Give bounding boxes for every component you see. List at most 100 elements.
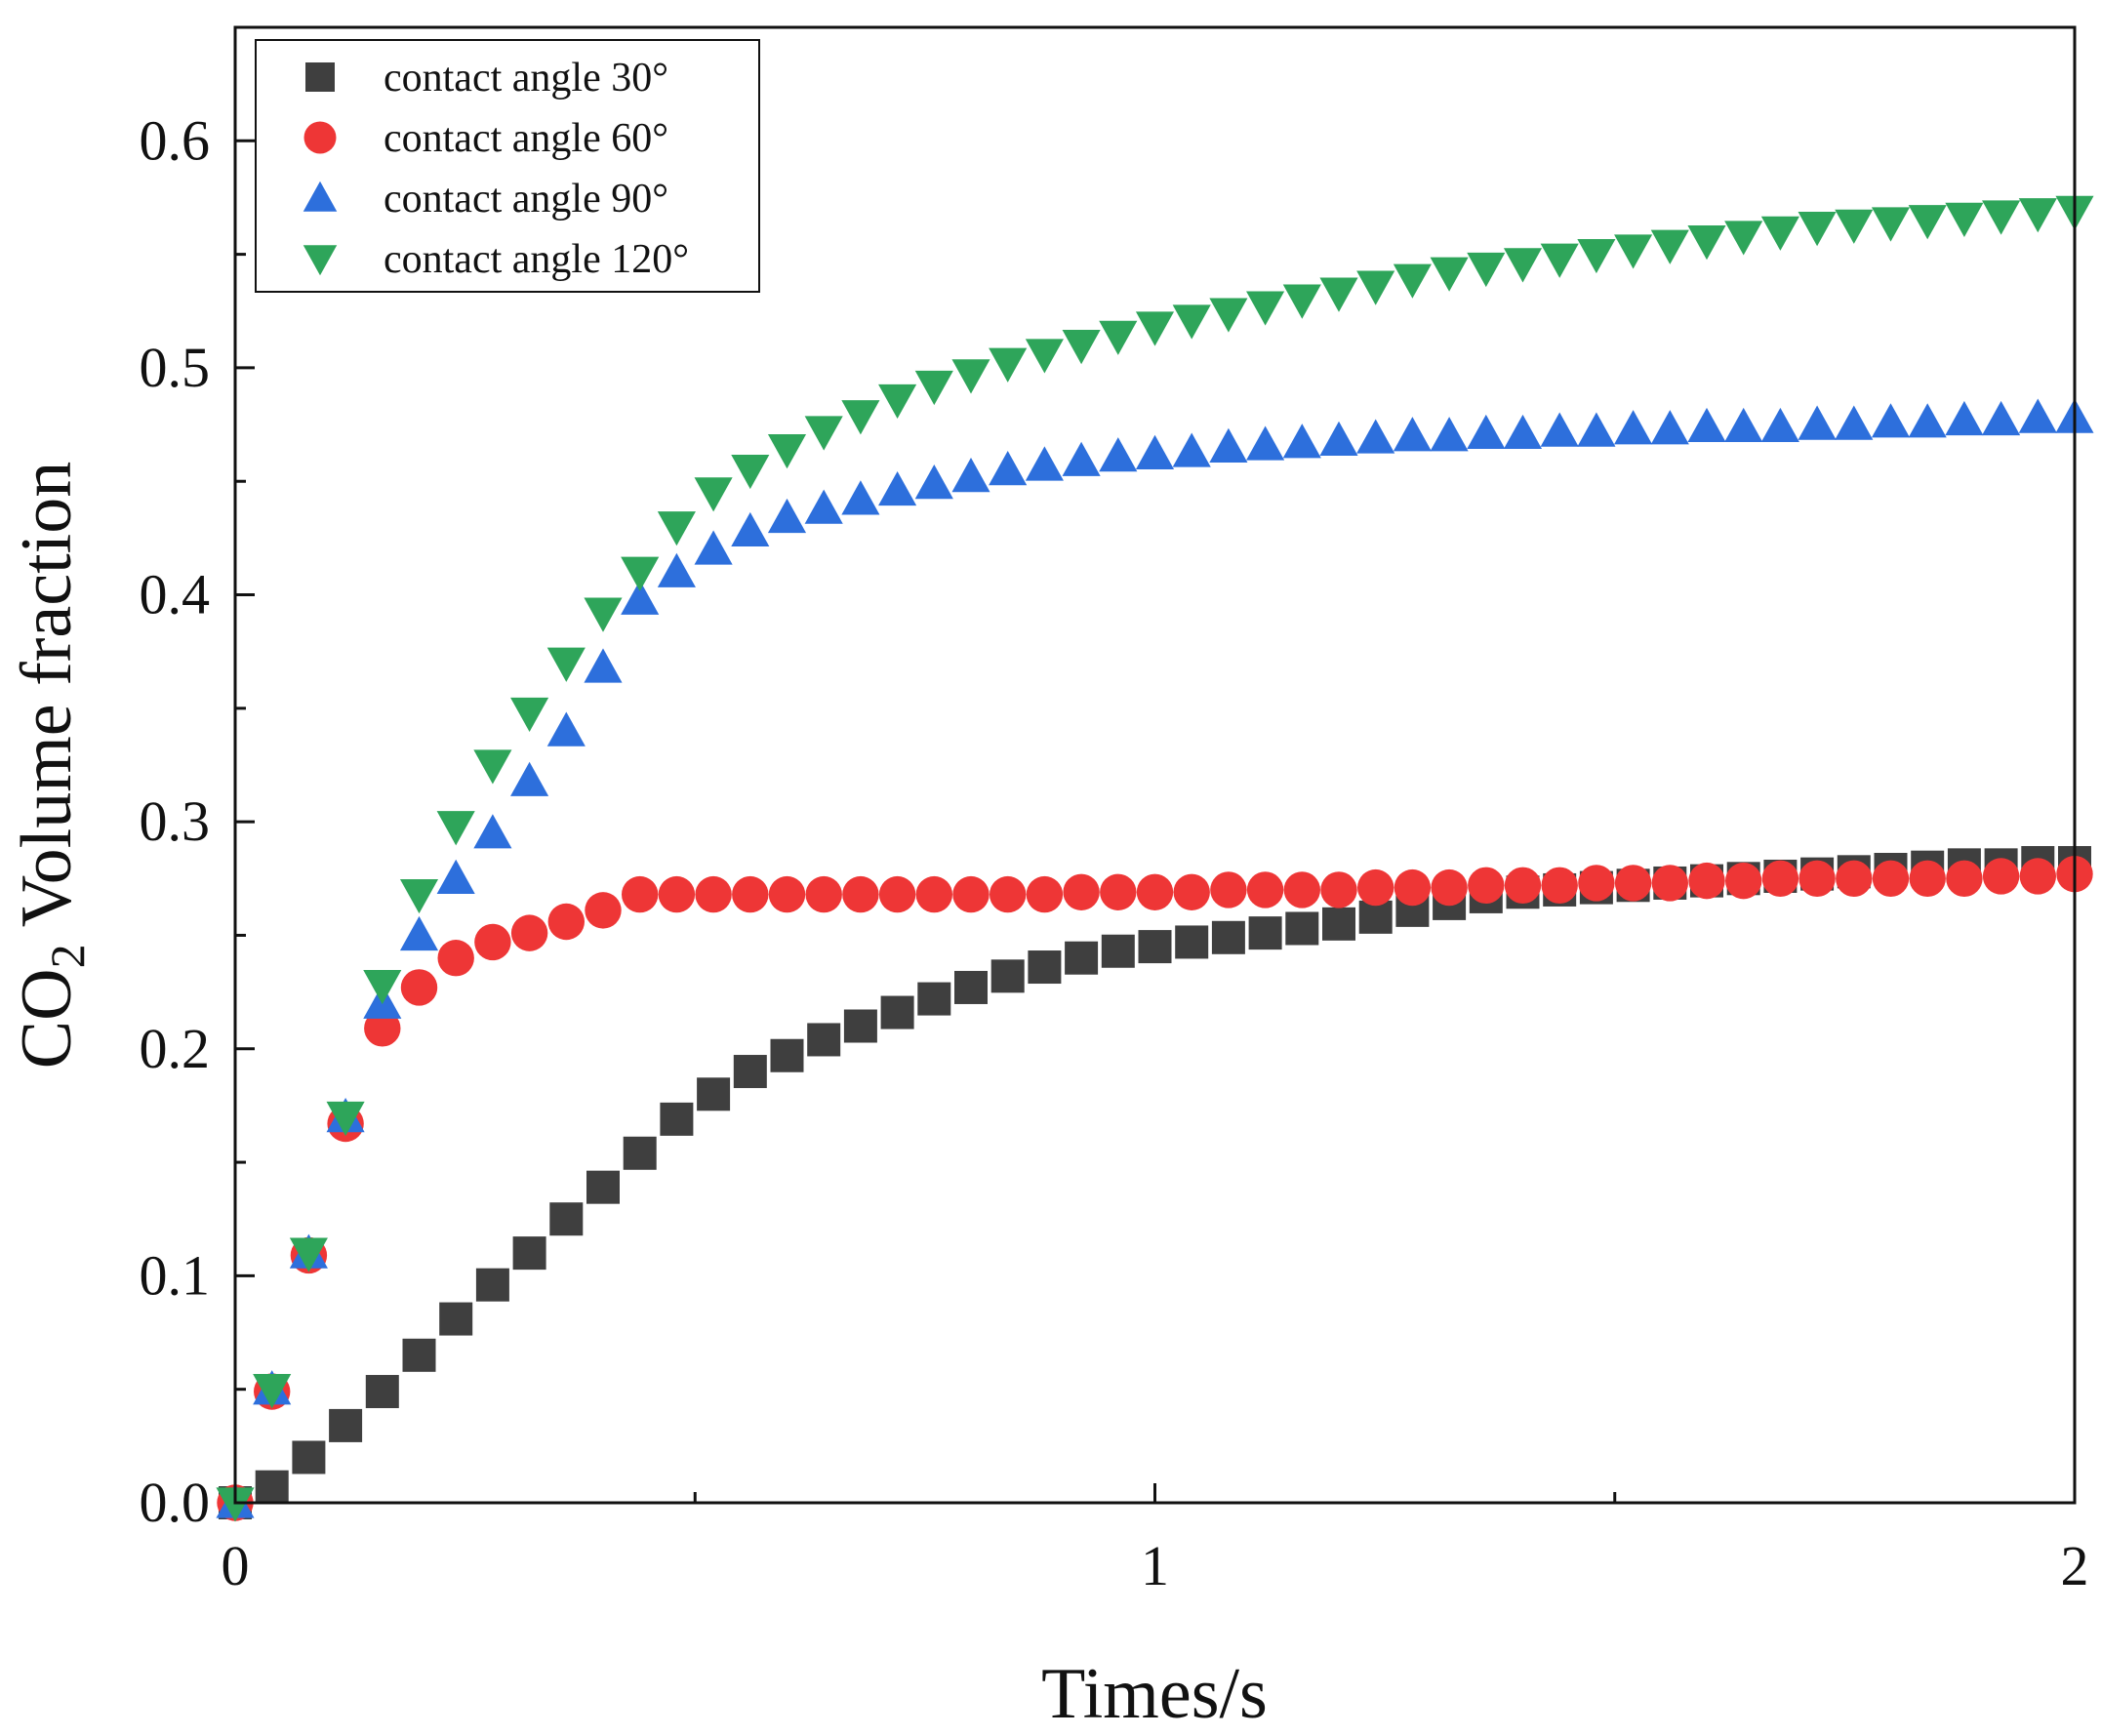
data-point (843, 1009, 877, 1043)
data-point (1319, 421, 1358, 456)
data-point (1172, 432, 1211, 467)
data-point (510, 697, 549, 733)
data-point (1872, 860, 1910, 898)
data-point (1540, 412, 1579, 447)
data-point (1650, 410, 1689, 445)
data-point (1761, 860, 1799, 898)
data-point (1320, 871, 1357, 908)
data-point (1651, 865, 1689, 902)
data-point (1614, 410, 1653, 445)
data-point (658, 875, 696, 913)
data-point (1871, 207, 1911, 242)
legend-label: contact angle 90° (384, 177, 668, 222)
data-point (399, 878, 439, 914)
data-point (989, 451, 1028, 486)
data-point (880, 995, 914, 1029)
data-point (1798, 405, 1837, 440)
legend-item: contact angle 120° (303, 237, 689, 282)
legend-item: contact angle 30° (305, 56, 668, 101)
data-point (622, 875, 659, 913)
data-point (1394, 868, 1432, 907)
data-point (1467, 414, 1506, 450)
data-point (473, 814, 512, 849)
data-point (733, 1055, 767, 1089)
data-point (1724, 407, 1763, 443)
data-point (1577, 238, 1616, 274)
legend-label: contact angle 120° (384, 237, 689, 282)
data-point (216, 1487, 255, 1522)
data-point (1430, 257, 1469, 292)
data-point (400, 969, 438, 1006)
data-point (951, 458, 990, 493)
data-point (1798, 860, 1836, 898)
data-point (1504, 867, 1542, 904)
x-tick-label: 1 (1141, 1534, 1169, 1597)
data-point (914, 464, 953, 500)
data-point (510, 914, 548, 951)
data-point (915, 875, 952, 913)
axis-tick-labels: 0 1 2 0.0 0.1 0.2 0.3 0.4 0.5 0.6 (140, 108, 2089, 1597)
data-point (1356, 270, 1395, 305)
data-point (697, 1077, 731, 1111)
data-point (951, 359, 990, 394)
data-point (952, 875, 990, 913)
data-point (657, 511, 696, 546)
data-point (1540, 243, 1579, 278)
data-point (585, 892, 622, 929)
data-point (1246, 425, 1285, 461)
data-point (586, 1170, 620, 1204)
data-point (326, 1101, 365, 1137)
y-axis-title: CO2 Volume fraction (7, 462, 95, 1069)
data-point (437, 940, 474, 977)
legend-label: contact angle 30° (384, 56, 668, 101)
data-point (842, 875, 879, 913)
data-point (474, 923, 511, 961)
data-point (1909, 860, 1946, 898)
data-point (1871, 403, 1911, 438)
data-point (1503, 248, 1543, 283)
data-point (841, 480, 880, 515)
data-point (1209, 427, 1248, 463)
data-point (1210, 871, 1247, 908)
plot-area (216, 195, 2094, 1522)
data-point (439, 1302, 473, 1336)
data-point (1322, 907, 1355, 941)
data-point (768, 875, 806, 913)
data-point (1319, 277, 1358, 312)
legend-item: contact angle 90° (303, 177, 668, 222)
data-point (1835, 209, 1874, 244)
data-point (804, 489, 843, 524)
data-point (1650, 229, 1689, 264)
data-point (1356, 419, 1395, 454)
data-point (1430, 417, 1469, 452)
data-point (1836, 860, 1873, 898)
y-tick-label: 0.6 (140, 108, 211, 172)
y-tick-label: 0.5 (140, 336, 211, 399)
data-point (657, 552, 696, 587)
data-point (1283, 871, 1321, 908)
data-point (1431, 868, 1468, 907)
data-point (1798, 212, 1837, 247)
data-point (805, 875, 842, 913)
data-point (1393, 417, 1432, 452)
data-point (255, 1470, 289, 1504)
y-axis-title-prefix: CO (7, 968, 87, 1069)
data-point (1760, 216, 1799, 251)
data-point (289, 1237, 328, 1272)
data-point (990, 959, 1025, 993)
data-point (1614, 234, 1653, 269)
data-point (1175, 925, 1209, 959)
data-point (1025, 339, 1064, 374)
data-point (1725, 862, 1762, 900)
legend-marker (303, 121, 337, 154)
data-point (1908, 403, 1947, 438)
data-point (1100, 873, 1137, 910)
data-point (2018, 198, 2057, 233)
data-point (767, 498, 807, 534)
data-point (436, 811, 475, 846)
data-point (1503, 414, 1543, 450)
data-point (767, 434, 807, 469)
data-point (1945, 202, 1984, 237)
data-point (1099, 320, 1138, 355)
